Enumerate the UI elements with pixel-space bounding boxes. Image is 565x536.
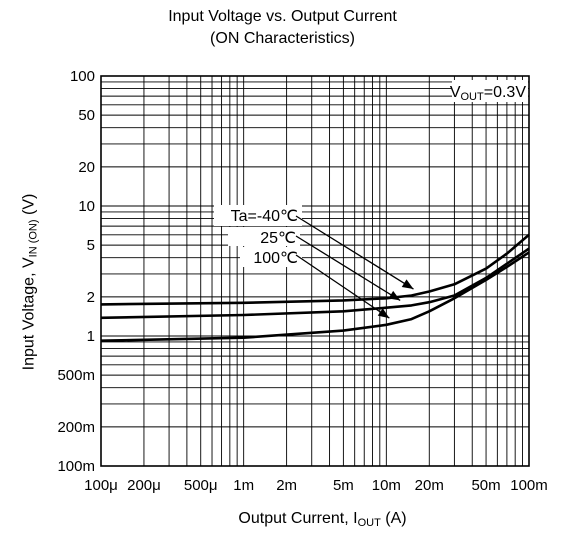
y-tick-label: 1	[87, 328, 95, 345]
chart-title: Input Voltage vs. Output Current	[168, 8, 397, 25]
x-tick-label: 2m	[276, 477, 297, 494]
condition-label: VOUT=0.3V	[450, 84, 526, 103]
x-tick-label: 100m	[510, 477, 548, 494]
y-tick-label: 100m	[57, 458, 95, 475]
annotation-arrow-line	[295, 215, 414, 290]
series-line	[100, 251, 530, 342]
annotation-backdrop	[214, 205, 302, 226]
series-annotation-label: Ta=-40℃	[231, 208, 298, 225]
x-tick-label: 200μ	[127, 477, 161, 494]
chart-subtitle: (ON Characteristics)	[210, 30, 355, 47]
x-tick-label: 10m	[372, 477, 401, 494]
annotation-arrowhead	[377, 308, 390, 319]
annotation-arrowhead	[401, 279, 414, 290]
y-tick-label: 2	[87, 289, 95, 306]
y-tick-label: 5	[87, 237, 95, 254]
annotation-arrowhead	[388, 290, 401, 301]
y-tick-label: 50	[78, 107, 95, 124]
annotation-arrow-line	[295, 254, 390, 319]
x-tick-label: 20m	[415, 477, 444, 494]
x-tick-label: 500μ	[184, 477, 218, 494]
x-tick-label: 5m	[333, 477, 354, 494]
series-line	[100, 247, 530, 320]
y-tick-label: 500m	[57, 367, 95, 384]
series-annotation-label: 100℃	[253, 250, 298, 267]
y-tick-label: 100	[70, 68, 95, 85]
series-line	[100, 233, 530, 306]
y-axis-label: Input Voltage, VIN (ON) (V)	[20, 193, 40, 371]
y-tick-label: 10	[78, 198, 95, 215]
x-axis-label: Output Current, IOUT (A)	[238, 510, 407, 529]
x-tick-label: 1m	[233, 477, 254, 494]
x-tick-label: 50m	[471, 477, 500, 494]
annotation-backdrop	[240, 247, 302, 267]
annotation-backdrop	[228, 227, 300, 246]
y-tick-label: 20	[78, 159, 95, 176]
x-tick-label: 100μ	[84, 477, 118, 494]
y-tick-label: 200m	[57, 419, 95, 436]
series-annotation-label: 25℃	[260, 230, 296, 247]
plot-frame	[100, 75, 530, 467]
annotation-arrow-line	[295, 235, 401, 301]
condition-backdrop	[452, 80, 528, 102]
